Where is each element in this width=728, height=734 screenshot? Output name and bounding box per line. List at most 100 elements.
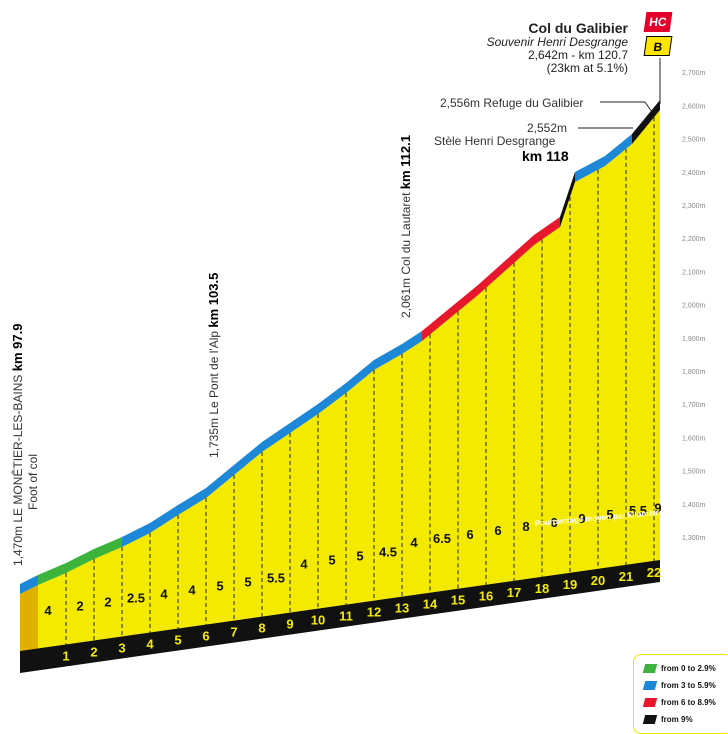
gradient-label: 9 xyxy=(654,500,661,515)
legend-item-black: from 9% xyxy=(642,711,728,728)
profile-side xyxy=(20,585,38,651)
gradient-label: 9 xyxy=(578,511,585,526)
gradient-band-segment xyxy=(534,217,560,245)
gradient-band-segment xyxy=(632,100,660,144)
gradient-band-segment xyxy=(290,404,318,433)
gradient-label: 4 xyxy=(160,587,168,602)
altitude-tick-label: 2,500m xyxy=(682,137,706,144)
km-label: 14 xyxy=(423,597,438,612)
gradient-band-segment xyxy=(605,134,632,166)
summit-subtitle: Souvenir Henri Desgrange xyxy=(486,35,628,49)
altitude-tick-label: 2,700m xyxy=(682,70,706,77)
legend-swatch-green xyxy=(642,664,658,673)
summit-title-block: Col du Galibier Souvenir Henri Desgrange… xyxy=(487,20,628,75)
gradient-band-segment xyxy=(506,235,534,270)
km-label: 8 xyxy=(258,621,265,636)
gradient-label: 5 xyxy=(356,549,363,564)
lautaret-name: 2,061m Col du Lautaret xyxy=(399,192,413,318)
start-note: Foot of col xyxy=(26,453,40,510)
lautaret-km: km 112.1 xyxy=(398,135,413,190)
gradient-band-segment xyxy=(318,383,346,414)
gradient-label: 5 xyxy=(328,553,335,568)
pont-name: 1,735m Le Pont de l'Alp xyxy=(207,330,221,458)
gradient-label: 5 xyxy=(606,507,613,522)
altitude-tick-label: 1,900m xyxy=(682,336,706,343)
gradient-label: 4 xyxy=(300,557,308,572)
gradient-label: 8 xyxy=(522,519,529,534)
summit-name: Col du Galibier xyxy=(528,20,628,36)
refuge-annotation: 2,556m Refuge du Galibier xyxy=(440,96,584,110)
summit-info-altitude: 2,642m - km 120.7 xyxy=(527,48,628,62)
summit-info-length: (23km at 5.1%) xyxy=(546,61,628,75)
profile-base xyxy=(20,560,660,673)
bonus-b-badge: B xyxy=(643,36,673,56)
legend-item-blue: from 3 to 5.9% xyxy=(642,677,728,694)
km-label: 2 xyxy=(90,644,97,659)
km-label: 16 xyxy=(479,589,493,604)
gradient-label: 4 xyxy=(188,583,196,598)
gradient-band-segment xyxy=(450,285,478,318)
km-label: 11 xyxy=(339,609,353,624)
stele-altitude: 2,552m xyxy=(527,121,568,135)
gradient-band-segment xyxy=(150,505,178,533)
altitude-tick-label: 2,300m xyxy=(682,203,706,210)
gradient-label: 4 xyxy=(410,535,418,550)
gradient-band-segment xyxy=(20,575,38,594)
km-label: 10 xyxy=(311,613,325,628)
legend-swatch-red xyxy=(642,698,658,707)
gradient-band-segment xyxy=(66,549,94,573)
gradient-band-segment xyxy=(234,442,262,475)
altitude-tick-label: 2,600m xyxy=(682,103,706,110)
gradient-label: 5.5 xyxy=(629,503,647,518)
gradient-legend: from 0 to 2.9% from 3 to 5.9% from 6 to … xyxy=(633,654,728,734)
km-label: 9 xyxy=(286,617,293,632)
legend-item-green: from 0 to 2.9% xyxy=(642,660,728,677)
gradient-label: 4.5 xyxy=(379,545,397,560)
km-label: 12 xyxy=(367,605,381,620)
km-label: 17 xyxy=(507,585,521,600)
gradient-label: 5 xyxy=(244,575,251,590)
gradient-band-segment xyxy=(560,172,575,227)
gradient-label: 6 xyxy=(466,527,473,542)
refuge-leader-tip xyxy=(644,101,653,113)
km-label: 13 xyxy=(395,601,409,616)
legend-label: from 0 to 2.9% xyxy=(661,664,716,673)
km-label: 19 xyxy=(563,577,577,592)
km-label: 18 xyxy=(535,581,549,596)
gradient-band-segment xyxy=(346,360,374,393)
stele-name: Stèle Henri Desgrange xyxy=(434,134,556,148)
gradient-label: 6 xyxy=(550,515,557,530)
altitude-tick-label: 1,800m xyxy=(682,369,706,376)
stele-km: km 118 xyxy=(522,148,569,164)
altitude-tick-label: 1,300m xyxy=(682,535,706,542)
start-km: km 97.9 xyxy=(10,323,25,372)
gradient-band-segment xyxy=(38,563,66,585)
legend-swatch-black xyxy=(642,715,658,724)
km-label: 4 xyxy=(146,637,154,652)
altitude-tick-label: 1,400m xyxy=(682,502,706,509)
gradient-label: 5.5 xyxy=(267,571,285,586)
gradient-label: 4 xyxy=(44,603,52,618)
legend-label: from 9% xyxy=(661,715,693,724)
km-label: 1 xyxy=(62,648,69,663)
km-label: 5 xyxy=(174,633,181,648)
legend-item-red: from 6 to 8.9% xyxy=(642,694,728,711)
legend-label: from 3 to 5.9% xyxy=(661,681,716,690)
gradient-label: 5 xyxy=(216,579,223,594)
km-label: 15 xyxy=(451,593,465,608)
gradient-band-segment xyxy=(178,488,206,515)
gradient-band-segment xyxy=(478,260,506,295)
gradient-band-segment xyxy=(374,344,402,370)
gradient-band-segment xyxy=(94,537,122,559)
km-label: 22 xyxy=(647,565,661,580)
km-label: 3 xyxy=(118,640,125,655)
gradient-band-segment xyxy=(402,331,422,354)
gradient-label: 6 xyxy=(494,523,501,538)
pont-annotation: 1,735m Le Pont de l'Alp km 103.5 xyxy=(206,273,221,458)
start-name: 1,470m LE MONÊTIER-LES-BAINS xyxy=(11,374,25,566)
gradient-band-segment xyxy=(122,523,150,547)
gradient-band-segment xyxy=(206,465,234,498)
gradient-band-segment xyxy=(262,423,290,452)
legend-swatch-blue xyxy=(642,681,658,690)
